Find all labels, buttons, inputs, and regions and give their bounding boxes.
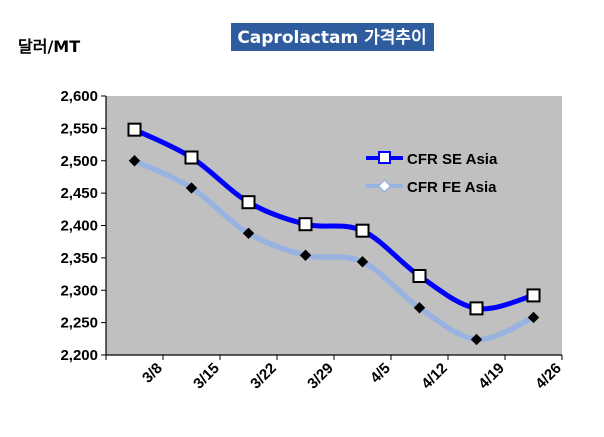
y-tick-label: 2,200 bbox=[60, 347, 98, 364]
y-tick-label: 2,400 bbox=[60, 218, 98, 235]
data-point-cfr-se-asia bbox=[526, 288, 541, 303]
chart-title-background bbox=[231, 23, 434, 51]
data-point-cfr-se-asia bbox=[355, 223, 370, 238]
legend-marker-cfr-fe-asia bbox=[377, 178, 392, 194]
data-point-cfr-fe-asia bbox=[128, 155, 141, 167]
y-tick-label: 2,350 bbox=[60, 250, 98, 267]
data-point-cfr-fe-asia bbox=[413, 302, 426, 314]
y-tick-label: 2,250 bbox=[60, 315, 98, 332]
chart-title-box: Caprolactam 가격추이 bbox=[231, 23, 434, 51]
data-point-cfr-fe-asia bbox=[470, 333, 483, 346]
data-point-cfr-fe-asia bbox=[185, 182, 198, 194]
legend-background bbox=[347, 142, 525, 202]
y-tick-label: 2,500 bbox=[60, 153, 98, 170]
data-point-cfr-fe-asia bbox=[242, 227, 255, 239]
y-tick-label: 2,300 bbox=[60, 282, 98, 299]
data-point-cfr-se-asia bbox=[241, 195, 256, 210]
y-axis-label: 달러/MT bbox=[18, 37, 80, 56]
data-point-cfr-se-asia bbox=[298, 217, 313, 232]
data-point-cfr-se-asia bbox=[184, 150, 199, 165]
legend-marker-cfr-se-asia bbox=[378, 151, 391, 164]
data-point-cfr-se-asia bbox=[469, 301, 484, 316]
series-layer bbox=[127, 122, 541, 346]
y-tick-label: 2,550 bbox=[60, 120, 98, 137]
legend-label-cfr-se-asia: CFR SE Asia bbox=[407, 151, 498, 168]
data-point-cfr-se-asia bbox=[127, 122, 142, 137]
chart-title: Caprolactam 가격추이 bbox=[237, 28, 426, 48]
y-tick-label: 2,450 bbox=[60, 185, 98, 202]
y-axis-ticks: 2,200 2,250 2,300 2,350 2,400 2,450 2,500 2,550… bbox=[60, 88, 106, 364]
data-point-cfr-se-asia bbox=[412, 269, 427, 284]
legend-label-cfr-fe-asia: CFR FE Asia bbox=[407, 179, 497, 196]
data-point-cfr-fe-asia bbox=[299, 249, 312, 261]
data-point-cfr-fe-asia bbox=[356, 256, 369, 268]
data-point-cfr-fe-asia bbox=[527, 311, 540, 324]
legend: CFR SE Asia CFR FE Asia bbox=[347, 142, 525, 202]
y-tick-label: 2,600 bbox=[60, 88, 98, 105]
series-line-cfr-se-asia bbox=[132, 127, 536, 312]
